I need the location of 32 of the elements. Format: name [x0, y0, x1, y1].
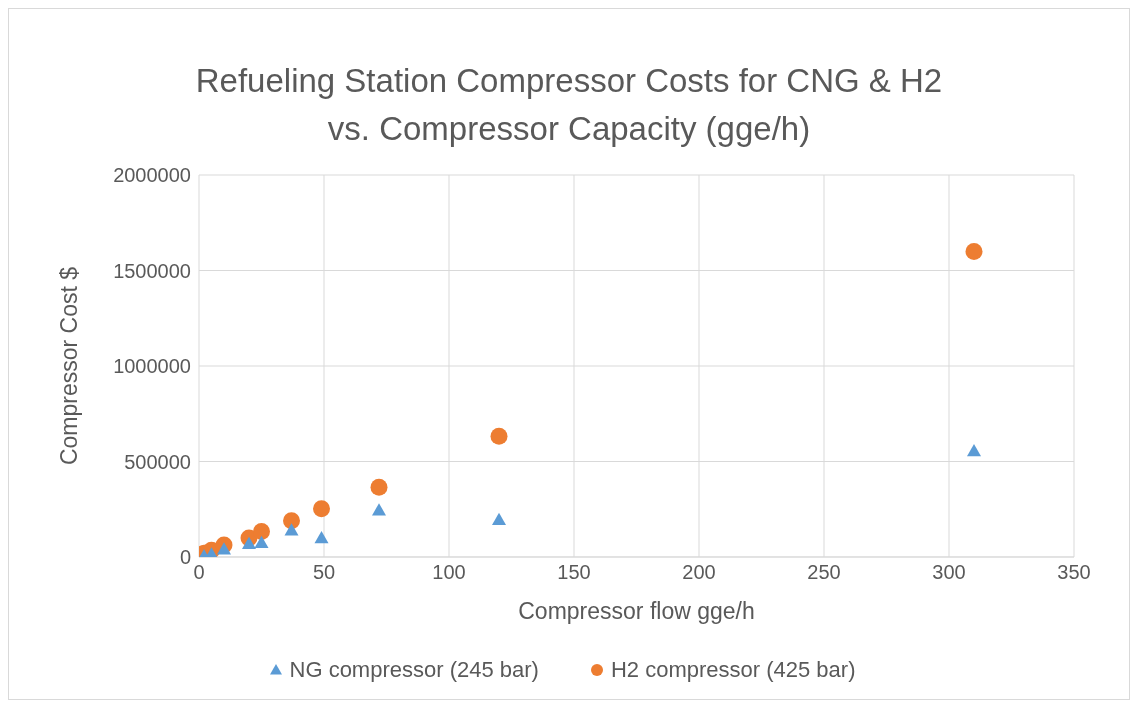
x-tick-label: 150 — [557, 561, 591, 584]
x-tick-label: 100 — [432, 561, 466, 584]
y-axis-title: Compressor Cost $ — [56, 266, 83, 466]
point — [254, 535, 269, 548]
x-tick-label: 200 — [682, 561, 716, 584]
point — [283, 512, 300, 530]
legend-label: NG compressor (245 bar) — [288, 657, 539, 683]
y-tick-label: 500000 — [124, 450, 191, 473]
point — [253, 523, 270, 541]
legend-label: H2 compressor (425 bar) — [609, 657, 856, 683]
point — [965, 242, 983, 260]
point — [372, 503, 386, 516]
point — [490, 427, 508, 445]
point — [242, 536, 256, 549]
x-tick-label: 50 — [312, 561, 336, 584]
point — [492, 512, 506, 526]
y-tick-label: 0 — [179, 546, 191, 569]
x-tick-label: 350 — [1057, 561, 1091, 584]
point — [284, 523, 299, 536]
chart-title: Refueling Station Compressor Costs for CNG & H2 vs. Compressor Capacity (gge/h) — [194, 61, 944, 149]
point — [217, 542, 231, 555]
y-tick-label: 2000000 — [113, 164, 191, 187]
x-axis-title: Compressor flow gge/h — [518, 598, 755, 624]
x-tick-label: 300 — [932, 561, 966, 584]
y-tick-label: 1000000 — [113, 355, 191, 378]
x-tick-label: 0 — [193, 561, 205, 584]
point — [313, 500, 330, 518]
point — [370, 478, 388, 496]
x-tick-label: 250 — [807, 561, 841, 584]
point — [967, 444, 981, 457]
y-tick-label: 1500000 — [113, 259, 191, 282]
point — [314, 530, 329, 544]
